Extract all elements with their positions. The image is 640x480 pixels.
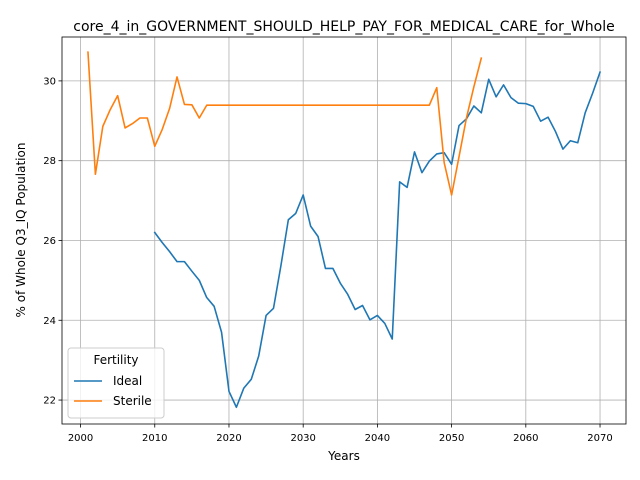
legend: Fertility Ideal Sterile [67, 347, 165, 419]
y-axis-ticks: 22 24 26 28 30 [43, 76, 62, 407]
plot-area-frame [61, 36, 627, 425]
x-tick-label: 2000 [68, 433, 93, 444]
legend-label-ideal: Ideal [113, 374, 142, 388]
series-line-sterile [87, 51, 483, 196]
x-axis-ticks: 2000 2010 2020 2030 2040 2050 2060 2070 [68, 424, 613, 444]
chart-title: core_4_in_GOVERNMENT_SHOULD_HELP_PAY_FOR… [73, 19, 614, 35]
y-axis-label: % of Whole Q3_IQ Population [14, 143, 28, 318]
x-tick-label: 2040 [365, 433, 390, 444]
x-tick-label: 2030 [290, 433, 315, 444]
x-tick-label: 2070 [587, 433, 612, 444]
y-tick-label: 30 [43, 76, 56, 87]
y-tick-label: 22 [43, 396, 56, 407]
x-tick-label: 2010 [142, 433, 167, 444]
y-tick-label: 24 [43, 316, 56, 327]
legend-label-sterile: Sterile [113, 394, 152, 408]
y-tick-label: 26 [43, 236, 56, 247]
x-tick-label: 2020 [216, 433, 241, 444]
legend-title: Fertility [93, 353, 138, 367]
x-tick-label: 2050 [439, 433, 464, 444]
x-axis-label: Years [327, 449, 360, 463]
series-line-ideal [153, 71, 602, 409]
y-tick-label: 28 [43, 156, 56, 167]
x-tick-label: 2060 [513, 433, 538, 444]
series-lines [87, 51, 602, 409]
